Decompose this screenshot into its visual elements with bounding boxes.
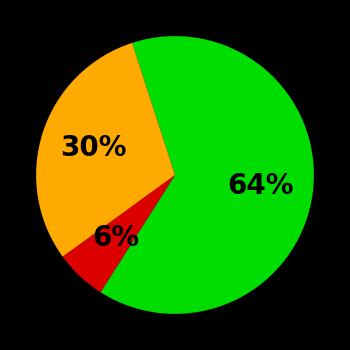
Text: 6%: 6% (92, 224, 140, 252)
Wedge shape (63, 175, 175, 292)
Text: 64%: 64% (227, 172, 294, 200)
Text: 30%: 30% (60, 134, 126, 162)
Wedge shape (100, 36, 314, 314)
Wedge shape (36, 43, 175, 257)
